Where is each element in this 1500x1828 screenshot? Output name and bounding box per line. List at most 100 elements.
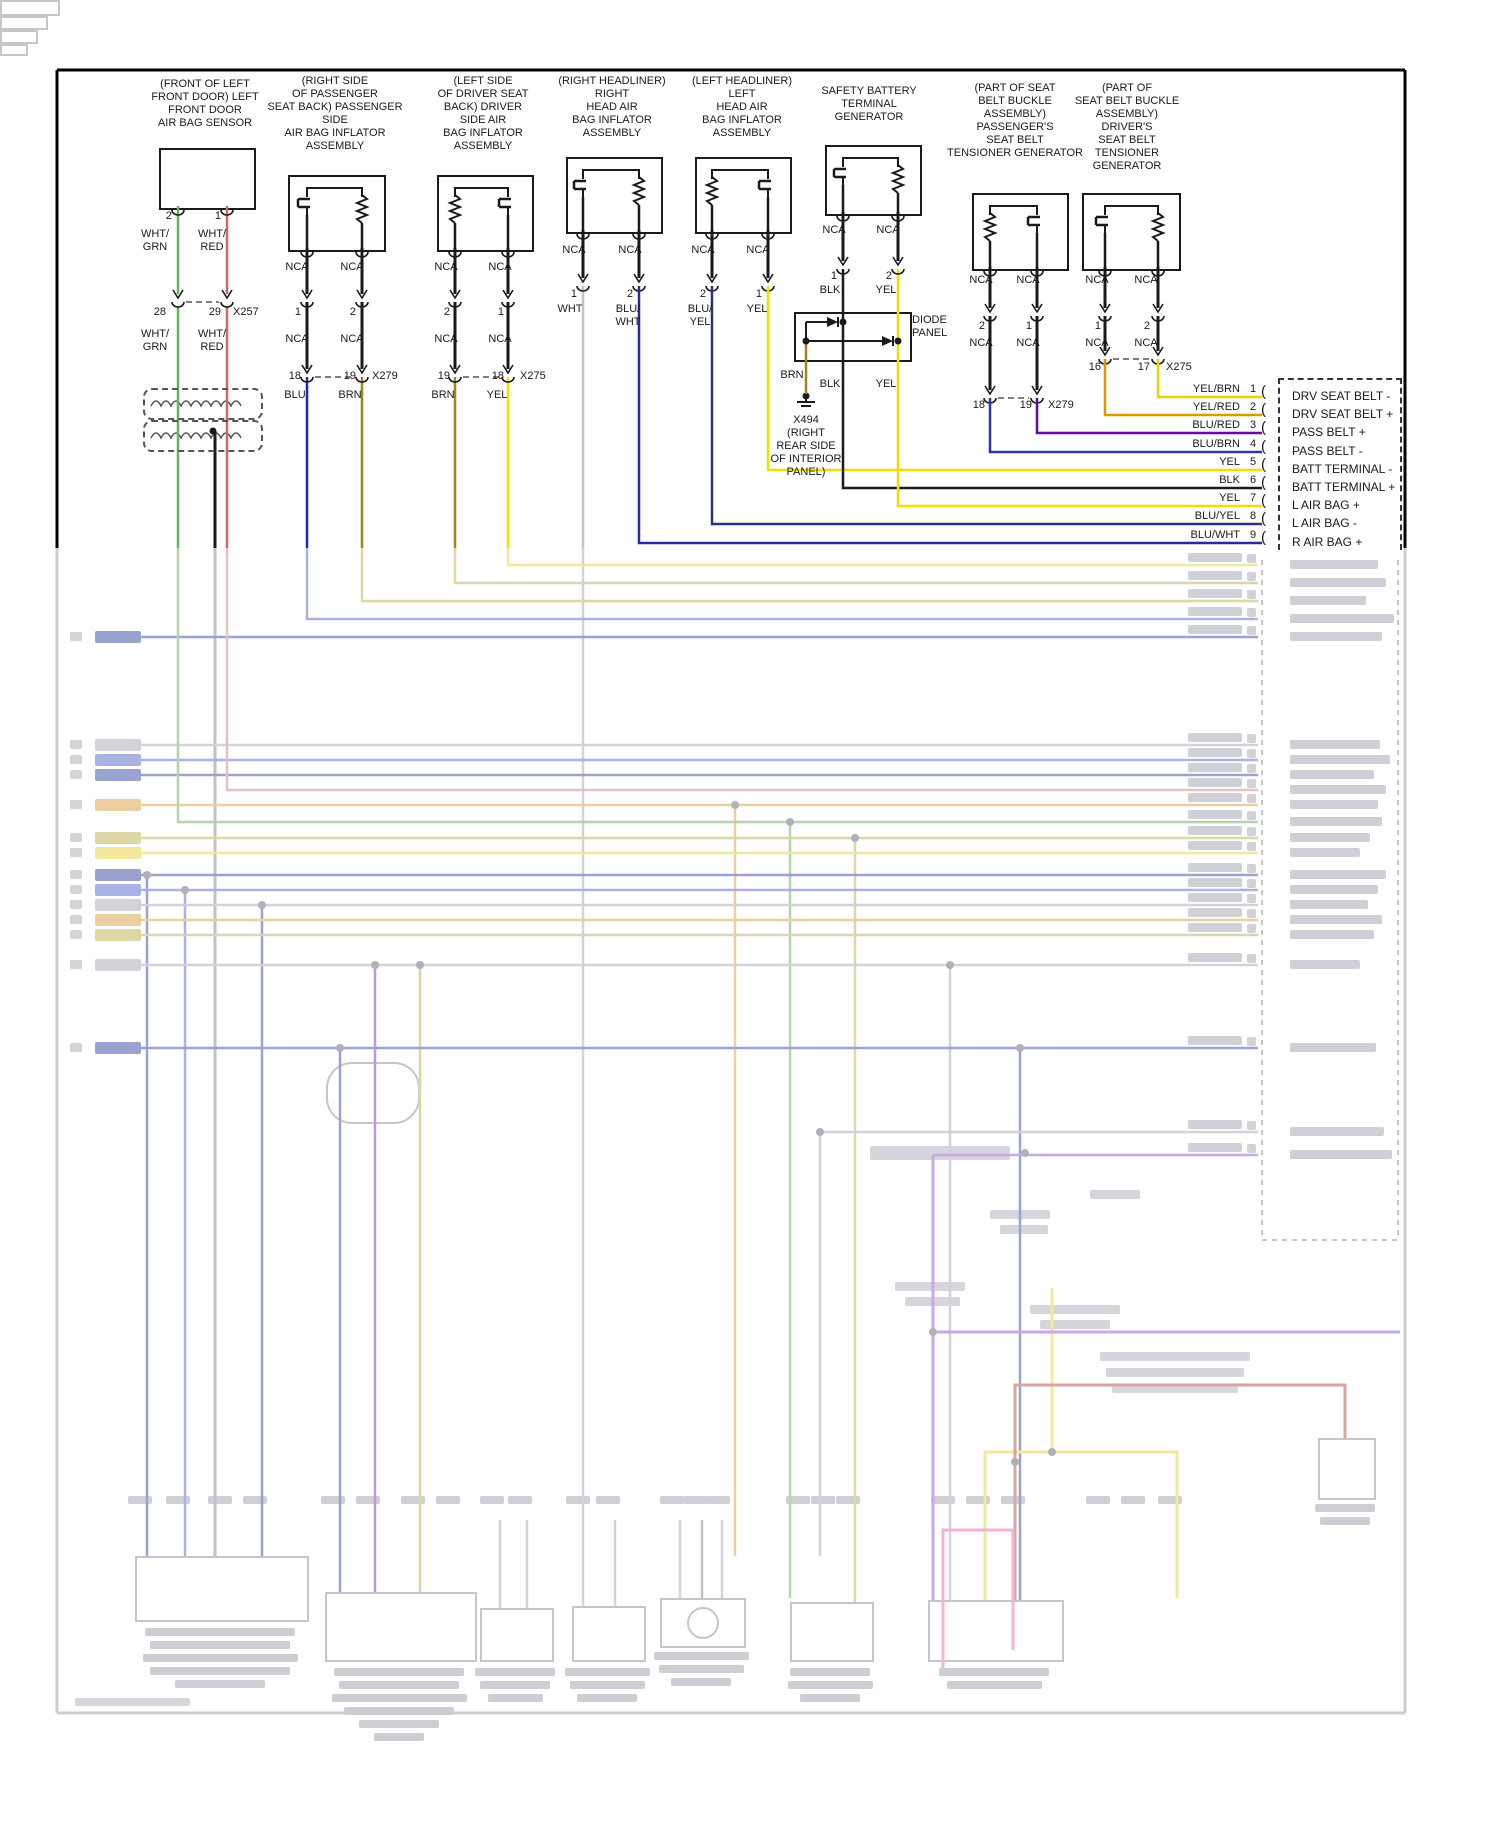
wire-blu-wht <box>637 286 1262 545</box>
faded-caption-stub <box>475 1668 555 1676</box>
diagram-label: WHT <box>615 316 641 328</box>
faded-wire-label-stub <box>95 899 141 911</box>
faded-caption-stub <box>946 1681 1042 1689</box>
diagram-label: 1 <box>1094 320 1101 332</box>
faded-pin-number-stub <box>1247 924 1256 933</box>
diagram-label: BAG INFLATOR <box>702 114 782 126</box>
connector-cup <box>501 251 515 258</box>
resistor-symbol <box>890 164 906 194</box>
resistor-symbol <box>354 194 370 224</box>
row-pin-number: 7 <box>1250 492 1257 504</box>
faded-wire-name-stub <box>1188 793 1242 802</box>
faded-wire-label-stub <box>95 769 141 781</box>
diagram-label: ASSEMBLY <box>712 127 772 139</box>
resistor-symbol <box>1150 212 1166 242</box>
diagram-label: NCA <box>340 261 364 273</box>
wire-blu-brn <box>988 398 1262 454</box>
resistor-symbol <box>447 194 463 224</box>
diagram-label: HEAD AIR <box>716 101 768 113</box>
faded-junction-dot <box>929 1328 937 1336</box>
connector-cup <box>836 268 850 275</box>
junction-dot <box>802 337 810 345</box>
diagram-label: AIR BAG INFLATOR <box>284 127 386 139</box>
diagram-label: BLK <box>819 284 841 296</box>
faded-wire-tag-stub <box>1121 1496 1145 1504</box>
resistor-symbol <box>982 212 998 242</box>
faded-junction-dot <box>731 801 739 809</box>
wire-yel-brn <box>1156 359 1262 399</box>
faded-wire-tag-stub <box>660 1496 684 1504</box>
connector-arrow <box>1152 346 1164 357</box>
faded-caption-stub <box>577 1694 637 1702</box>
symbol-rail <box>1104 205 1159 215</box>
diagram-label: X275 <box>1166 361 1192 373</box>
diagram-label: SAFETY BATTERY <box>821 85 917 97</box>
faded-caption-stub <box>800 1694 860 1702</box>
faded-pin-number-stub <box>1247 909 1256 918</box>
diagram-label: (RIGHT <box>787 427 825 439</box>
faded-text-stub <box>1106 1368 1244 1377</box>
driver-tensioner-generator <box>1082 193 1181 271</box>
diagram-label: 18 <box>491 370 504 382</box>
faded-wire-name-stub <box>1188 763 1242 772</box>
diagram-label: WHT <box>557 303 583 315</box>
diagram-label: NCA <box>488 261 512 273</box>
diagram-label: (RIGHT SIDE <box>301 75 369 87</box>
faded-pin-stub <box>70 900 82 909</box>
faded-pin-number-stub <box>1247 894 1256 903</box>
faded-pin-number-stub <box>1247 1121 1256 1130</box>
faded-junction-dot <box>371 961 379 969</box>
row-signal-label: R AIR BAG + <box>1292 535 1363 549</box>
row-wire-color-label: YEL <box>1219 492 1240 504</box>
diagram-label: GRN <box>142 241 168 253</box>
connector-cup <box>576 285 590 292</box>
faded-pin-number-stub <box>1247 749 1256 758</box>
row-signal-label: PASS BELT - <box>1292 444 1363 458</box>
symbol-rail <box>306 187 363 197</box>
faded-signal-text-stub <box>1290 900 1368 909</box>
faded-pin-number-stub <box>1247 764 1256 773</box>
row-bracket: ( <box>1261 510 1266 527</box>
faded-wire-name-stub <box>1188 733 1242 742</box>
diagram-label: NCA <box>822 224 846 236</box>
faded-wire-label-stub <box>95 959 141 971</box>
connector-arrow <box>221 289 233 300</box>
diagram-label: NCA <box>969 274 993 286</box>
connector-cup <box>220 301 234 308</box>
faded-pin-stub <box>70 885 82 894</box>
faded-pin-stub <box>70 960 82 969</box>
diagram-label: NCA <box>1134 274 1158 286</box>
faded-signal-text-stub <box>1290 770 1374 779</box>
diagram-label: BLU <box>284 389 306 401</box>
faded-signal-text-stub <box>1290 614 1394 623</box>
faded-signal-text-stub <box>1290 930 1374 939</box>
connector-arrow <box>172 289 184 300</box>
faded-pin-number-stub <box>1247 572 1256 581</box>
junction-dot <box>894 337 902 345</box>
faded-wire-tag-stub <box>166 1496 190 1504</box>
diagram-label: PASSENGER'S <box>976 121 1054 133</box>
faded-junction-dot <box>416 961 424 969</box>
faded-wire-name-stub <box>1188 953 1242 962</box>
connector-cup <box>705 233 719 240</box>
symbol-rail <box>842 157 899 167</box>
faded-component-box <box>928 1600 1064 1662</box>
diagram-label: BAG INFLATOR <box>443 127 523 139</box>
faded-pin-stub <box>70 930 82 939</box>
connector-cup <box>983 270 997 277</box>
faded-pin-stub <box>70 740 82 749</box>
junction-dot <box>209 427 217 435</box>
wire-yel <box>896 358 1262 508</box>
diagram-label: PANEL <box>912 327 948 339</box>
diagram-label: NCA <box>1016 274 1040 286</box>
faded-signal-text-stub <box>1290 817 1382 826</box>
faded-wire-tag-stub <box>683 1496 707 1504</box>
faded-caption-stub <box>569 1681 645 1689</box>
faded-wire-label-stub <box>95 739 141 751</box>
faded-caption-stub <box>658 1665 744 1673</box>
faded-caption-stub <box>339 1681 459 1689</box>
symbol-rail <box>454 187 509 197</box>
diagram-label: 2 <box>1143 320 1150 332</box>
faded-wire-tag-stub <box>356 1496 380 1504</box>
